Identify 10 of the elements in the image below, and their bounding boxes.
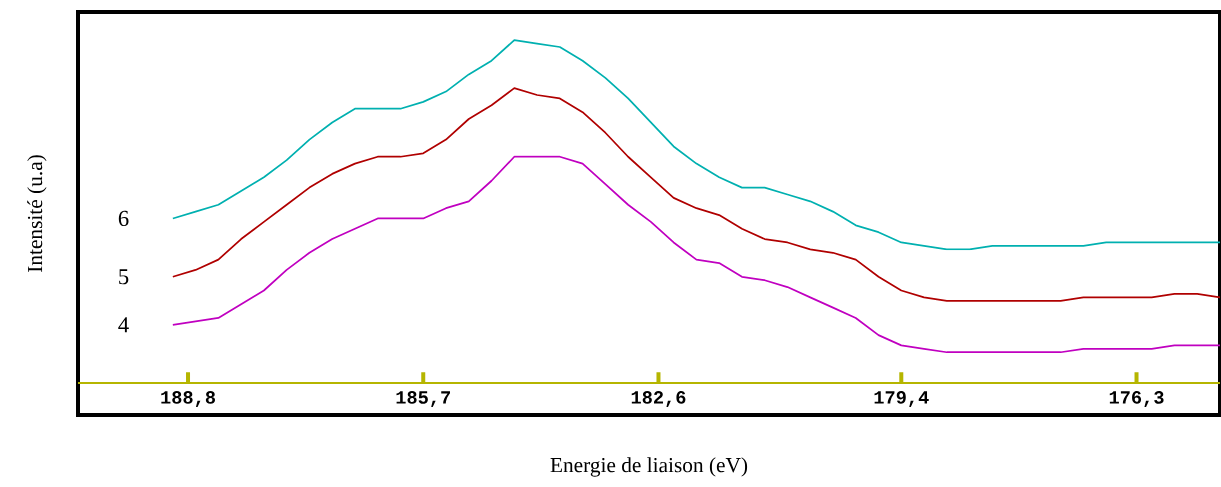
series-label: 6 xyxy=(118,210,129,227)
x-tick-label: 182,6 xyxy=(631,391,686,407)
x-tick-label: 188,8 xyxy=(161,391,216,407)
x-tick-label: 185,7 xyxy=(396,391,450,407)
x-axis-title: Energie de liaison (eV) xyxy=(550,457,748,477)
y-axis-title: Intensité (u.a) xyxy=(27,155,47,272)
series-label: 5 xyxy=(119,269,129,285)
series-label: 4 xyxy=(118,317,129,333)
x-tick-label: 176,3 xyxy=(1109,391,1164,407)
x-tick-label: 179,4 xyxy=(874,391,929,407)
